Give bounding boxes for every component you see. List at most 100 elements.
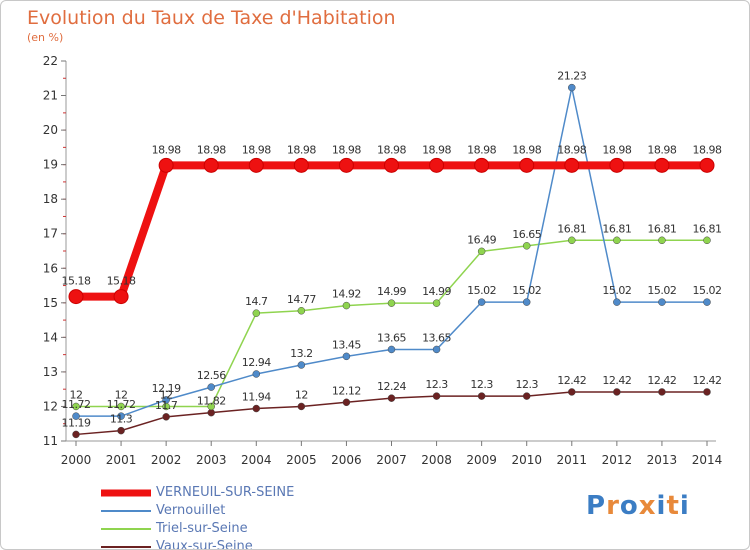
data-label: 16.81	[693, 222, 722, 235]
data-point	[342, 352, 351, 361]
data-point	[564, 157, 580, 173]
data-point	[519, 157, 535, 173]
proxiti-logo: Proxiti	[586, 491, 690, 521]
legend-swatch	[101, 510, 151, 512]
data-label: 13.2	[290, 347, 313, 360]
data-point	[117, 402, 125, 411]
data-label: 18.98	[242, 143, 271, 156]
logo-letter: P	[586, 491, 607, 521]
data-point	[658, 298, 666, 306]
data-point	[72, 412, 80, 420]
data-label: 11.72	[62, 398, 91, 411]
x-tick-label: 2012	[602, 453, 633, 467]
y-tick-label: 20	[43, 123, 58, 137]
data-label: 18.98	[422, 143, 451, 156]
data-point	[522, 392, 531, 400]
x-tick-label: 2013	[647, 453, 678, 467]
data-label: 12	[115, 388, 128, 401]
data-label: 15.02	[512, 284, 541, 297]
data-label: 14.99	[377, 285, 406, 298]
x-tick-label: 2003	[196, 453, 227, 467]
data-label: 12.3	[425, 378, 448, 391]
data-point	[117, 426, 125, 435]
logo-letter: i	[656, 491, 667, 521]
data-label: 15.02	[647, 284, 676, 297]
chart-title: Evolution du Taux de Taxe d'Habitation	[27, 7, 396, 29]
data-point	[477, 392, 486, 400]
data-label: 11.7	[155, 399, 178, 412]
x-tick-label: 2008	[421, 453, 452, 467]
data-label: 12.19	[152, 382, 181, 395]
data-label: 14.92	[332, 288, 361, 301]
data-label: 11.3	[110, 413, 133, 426]
y-tick-label: 18	[43, 192, 58, 206]
legend-swatch	[101, 546, 151, 548]
data-point	[703, 298, 711, 306]
legend-label: VERNEUIL-SUR-SEINE	[156, 485, 295, 500]
data-label: 18.98	[197, 143, 226, 156]
y-tick-label: 12	[43, 399, 58, 413]
x-tick-label: 2011	[557, 453, 588, 467]
data-point	[162, 413, 170, 421]
data-point	[207, 408, 215, 417]
data-point	[699, 157, 715, 173]
legend-label: Vernouillet	[156, 503, 226, 518]
data-label: 12.24	[377, 380, 406, 393]
data-label: 16.81	[602, 222, 631, 235]
legend-label: Vaux-sur-Seine	[156, 539, 253, 550]
y-tick-label: 15	[43, 296, 58, 310]
data-point	[613, 388, 621, 396]
data-point	[72, 430, 80, 439]
data-label: 12.42	[647, 374, 676, 387]
data-label: 12	[160, 388, 173, 401]
data-label: 12.3	[470, 378, 493, 391]
data-label: 15.18	[62, 275, 91, 288]
logo-letter: x	[638, 491, 657, 521]
data-label: 16.81	[647, 222, 676, 235]
data-point	[203, 157, 219, 173]
logo-letter: i	[679, 491, 690, 521]
data-point	[613, 298, 621, 306]
data-point	[117, 412, 125, 420]
data-point	[703, 236, 711, 245]
data-point	[658, 388, 666, 396]
data-label: 12.56	[197, 369, 226, 382]
logo-letter: r	[606, 491, 620, 521]
y-tick-label: 13	[43, 365, 58, 379]
data-point	[293, 157, 309, 173]
y-tick-label: 16	[43, 261, 58, 275]
data-point	[252, 404, 261, 413]
data-point	[158, 157, 174, 173]
data-point	[387, 394, 396, 402]
data-labels-layer: 11.19 11.3 11.7 11.82 11.94 12 12.12 12.24 12.3 1…	[62, 70, 723, 430]
data-point	[703, 388, 711, 396]
data-point	[568, 388, 576, 396]
data-label: 12.12	[332, 384, 361, 397]
data-point	[113, 289, 129, 305]
data-label: 12	[70, 388, 83, 401]
data-point	[338, 157, 354, 173]
data-point	[252, 309, 261, 317]
data-point	[429, 157, 445, 173]
data-point	[297, 361, 306, 369]
logo-letter: t	[666, 491, 680, 521]
data-point	[432, 299, 441, 307]
x-tick-label: 2014	[692, 453, 723, 467]
data-point	[297, 402, 306, 411]
data-point	[474, 157, 490, 173]
x-tick-label: 2009	[466, 453, 497, 467]
data-point	[342, 301, 351, 310]
y-tick-label: 19	[43, 158, 58, 172]
data-point	[387, 299, 396, 307]
chart-subtitle: (en %)	[27, 31, 64, 44]
data-point	[522, 298, 531, 306]
data-label: 21.23	[557, 70, 586, 83]
data-point	[568, 236, 576, 245]
data-label: 11.94	[242, 391, 271, 404]
data-point	[522, 242, 531, 250]
data-label: 12.42	[602, 374, 631, 387]
data-point	[207, 402, 215, 411]
data-label: 18.98	[512, 143, 541, 156]
data-point	[207, 383, 215, 391]
x-tick-label: 2005	[286, 453, 317, 467]
